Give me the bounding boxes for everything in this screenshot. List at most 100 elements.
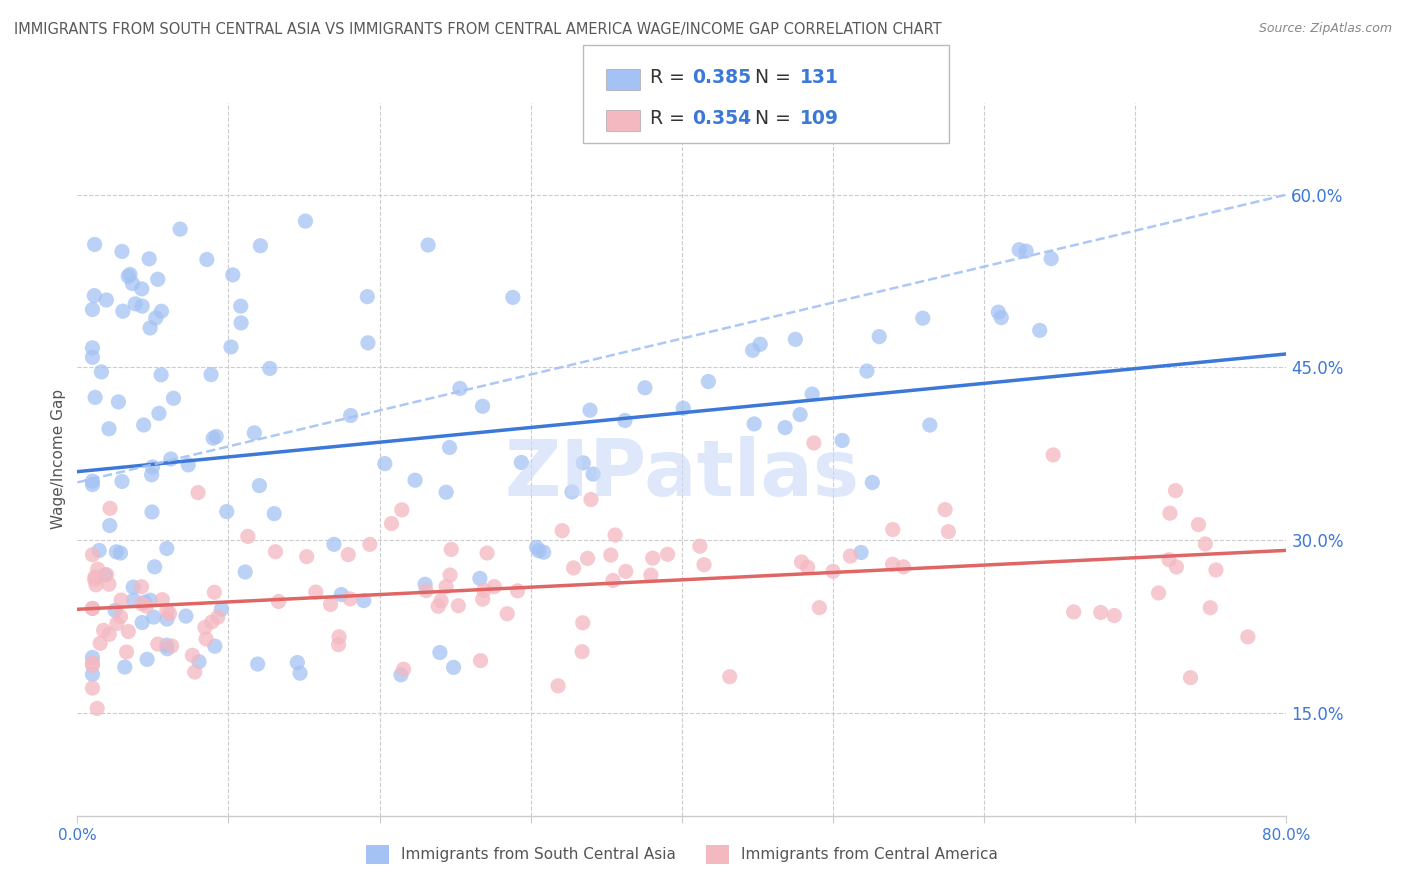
Point xyxy=(194,620,217,634)
Point xyxy=(613,413,636,427)
Point xyxy=(98,501,121,516)
Point xyxy=(1159,553,1181,567)
Point xyxy=(98,518,121,533)
Point xyxy=(657,547,679,561)
Point xyxy=(599,548,621,562)
Point xyxy=(222,268,245,282)
Point xyxy=(319,598,342,612)
Point xyxy=(200,368,222,382)
Point xyxy=(839,549,862,563)
Point xyxy=(93,624,115,638)
Point xyxy=(105,616,128,631)
Point xyxy=(162,391,184,405)
Point xyxy=(139,321,162,335)
Point xyxy=(187,485,209,500)
Point xyxy=(104,603,127,617)
Point xyxy=(267,594,290,608)
Point xyxy=(571,645,593,659)
Point xyxy=(1015,244,1038,259)
Point xyxy=(359,537,381,551)
Point xyxy=(893,559,915,574)
Point xyxy=(150,368,173,382)
Point xyxy=(1104,608,1126,623)
Point xyxy=(328,638,350,652)
Point xyxy=(439,568,461,582)
Point xyxy=(389,667,412,681)
Point xyxy=(603,528,626,542)
Point xyxy=(160,452,183,467)
Point xyxy=(429,646,451,660)
Point xyxy=(82,548,104,562)
Point xyxy=(249,238,271,252)
Point xyxy=(1063,605,1085,619)
Point xyxy=(86,562,108,576)
Point xyxy=(229,316,252,330)
Point xyxy=(339,409,361,423)
Point xyxy=(156,638,179,652)
Point xyxy=(1166,560,1188,574)
Point xyxy=(98,422,121,436)
Point xyxy=(434,580,457,594)
Point xyxy=(97,577,120,591)
Point xyxy=(356,290,378,304)
Point xyxy=(330,588,353,602)
Point xyxy=(84,570,107,584)
Point xyxy=(860,475,883,490)
Point xyxy=(156,541,179,556)
Text: Source: ZipAtlas.com: Source: ZipAtlas.com xyxy=(1258,22,1392,36)
Point xyxy=(561,484,583,499)
Point xyxy=(571,615,593,630)
Point xyxy=(323,537,346,551)
Point xyxy=(502,290,524,304)
Point xyxy=(82,477,104,491)
Point xyxy=(146,272,169,286)
Point xyxy=(82,601,104,615)
Point xyxy=(821,564,844,578)
Point xyxy=(107,395,129,409)
Point xyxy=(82,658,104,673)
Point xyxy=(1040,252,1063,266)
Text: 0.354: 0.354 xyxy=(692,109,751,128)
Point xyxy=(427,599,450,614)
Point xyxy=(482,580,505,594)
Point xyxy=(150,304,173,318)
Point xyxy=(89,636,111,650)
Point xyxy=(868,329,890,343)
Point xyxy=(353,593,375,607)
Point xyxy=(243,425,266,440)
Point xyxy=(118,268,141,282)
Point xyxy=(1042,448,1064,462)
Text: 0.385: 0.385 xyxy=(692,68,751,87)
Point xyxy=(337,548,360,562)
Point xyxy=(82,681,104,695)
Point xyxy=(392,662,415,676)
Point xyxy=(174,609,197,624)
Point xyxy=(789,408,811,422)
Point xyxy=(110,593,132,607)
Point xyxy=(82,667,104,681)
Point xyxy=(96,293,118,307)
Point xyxy=(1090,606,1112,620)
Point xyxy=(263,507,285,521)
Point xyxy=(526,541,548,555)
Point xyxy=(506,583,529,598)
Text: N =: N = xyxy=(755,109,797,128)
Y-axis label: Wage/Income Gap: Wage/Income Gap xyxy=(51,389,66,530)
Point xyxy=(439,441,461,455)
Point xyxy=(82,351,104,365)
Point xyxy=(1028,323,1050,337)
Point xyxy=(856,364,879,378)
Point xyxy=(689,539,711,553)
Point xyxy=(443,660,465,674)
Point xyxy=(447,599,470,613)
Point xyxy=(990,310,1012,325)
Point xyxy=(934,502,956,516)
Point xyxy=(131,299,153,313)
Text: 109: 109 xyxy=(800,109,839,128)
Point xyxy=(1164,483,1187,498)
Point xyxy=(131,597,153,611)
Point xyxy=(169,222,191,236)
Point xyxy=(249,478,271,492)
Point xyxy=(882,558,904,572)
Point xyxy=(562,561,585,575)
